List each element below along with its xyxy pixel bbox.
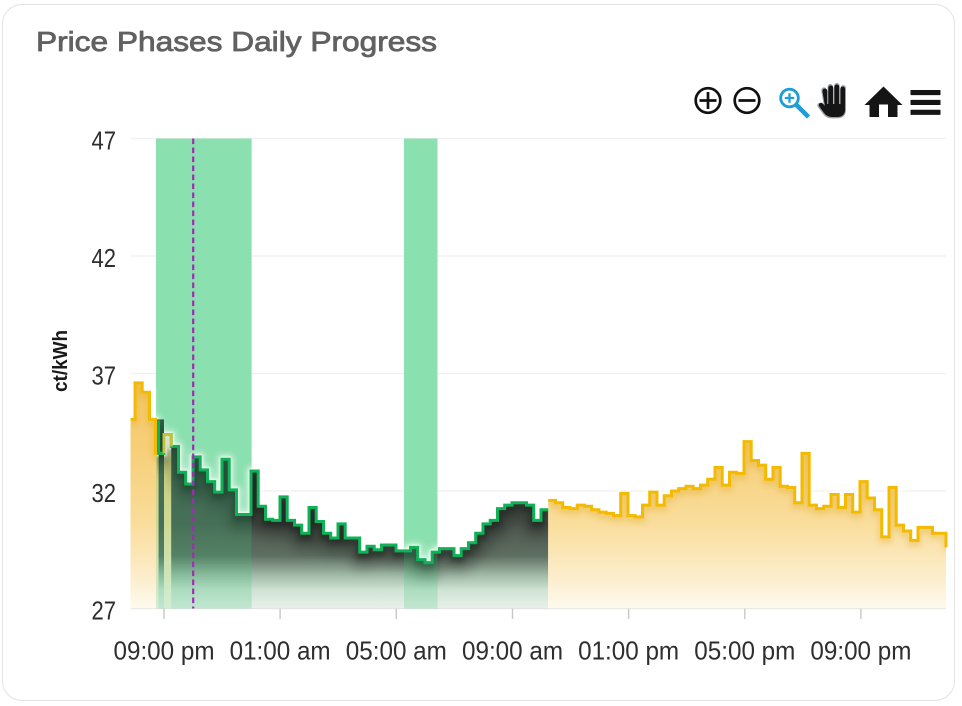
svg-text:37: 37 — [92, 360, 117, 390]
svg-text:27: 27 — [92, 595, 117, 625]
svg-text:32: 32 — [92, 478, 117, 508]
svg-text:01:00 pm: 01:00 pm — [578, 636, 679, 666]
svg-text:42: 42 — [92, 243, 117, 273]
svg-text:47: 47 — [92, 125, 117, 155]
svg-text:09:00 pm: 09:00 pm — [810, 636, 911, 666]
svg-text:05:00 am: 05:00 am — [346, 636, 447, 666]
svg-text:09:00 pm: 09:00 pm — [114, 636, 215, 666]
svg-text:01:00 am: 01:00 am — [230, 636, 331, 666]
svg-text:05:00 pm: 05:00 pm — [694, 636, 795, 666]
svg-text:09:00 am: 09:00 am — [462, 636, 563, 666]
svg-text:Price Phases Daily Progress: Price Phases Daily Progress — [36, 26, 437, 57]
svg-text:ct/kWh: ct/kWh — [50, 330, 72, 392]
